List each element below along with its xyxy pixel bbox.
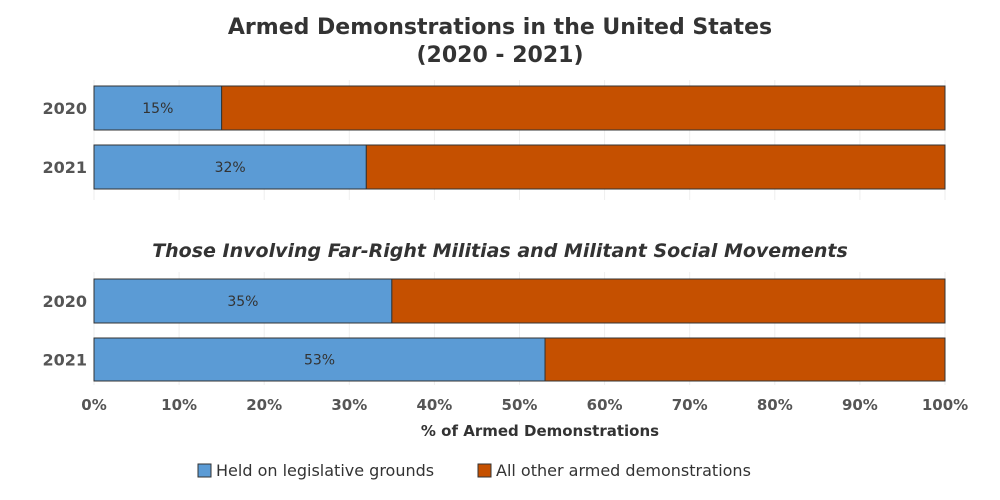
x-tick-label: 50% <box>502 396 538 414</box>
chart-title-line-2: (2020 - 2021) <box>416 43 583 68</box>
data-label: 15% <box>142 101 173 117</box>
x-tick-label: 60% <box>587 396 623 414</box>
bar-other-2020 <box>221 85 946 131</box>
x-axis-ticks: 0% 10% 20% 30% 40% 50% 60% 70% 80% 90% 100% <box>81 396 968 414</box>
bar-legislative-2020 <box>93 278 393 324</box>
x-tick-label: 30% <box>331 396 367 414</box>
category-label: 2020 <box>42 99 87 118</box>
x-tick-label: 20% <box>246 396 282 414</box>
data-label: 35% <box>227 294 258 310</box>
bar-legislative-2021 <box>93 144 367 190</box>
bar-other-2021 <box>544 337 946 382</box>
legend-swatch-legislative <box>197 463 212 478</box>
x-tick-label: 10% <box>161 396 197 414</box>
x-tick-label: 40% <box>416 396 452 414</box>
panel-2-subtitle: Those Involving Far-Right Militias and M… <box>152 240 848 262</box>
legend-swatch-other <box>477 463 492 478</box>
data-label: 53% <box>304 353 335 369</box>
legend-label-other: All other armed demonstrations <box>496 461 751 480</box>
x-axis-title: % of Armed Demonstrations <box>421 422 659 440</box>
x-tick-label: 70% <box>672 396 708 414</box>
bars <box>93 85 946 382</box>
x-tick-label: 80% <box>757 396 793 414</box>
category-label: 2020 <box>42 292 87 311</box>
x-tick-label: 0% <box>81 396 106 414</box>
bar-other-2020 <box>391 278 946 324</box>
chart-title-line-1: Armed Demonstrations in the United State… <box>228 15 772 40</box>
x-tick-label: 90% <box>842 396 878 414</box>
category-labels: 2020 2021 2020 2021 <box>42 99 87 370</box>
legend: Held on legislative grounds All other ar… <box>197 461 751 480</box>
category-label: 2021 <box>42 351 87 370</box>
legend-label-legislative: Held on legislative grounds <box>216 461 434 480</box>
category-label: 2021 <box>42 158 87 177</box>
data-label: 32% <box>215 160 246 176</box>
x-tick-label: 100% <box>922 396 968 414</box>
bar-other-2021 <box>365 144 946 190</box>
bar-legislative-2021 <box>93 337 546 382</box>
bar-labels: 15% 32% 35% 53% <box>142 101 335 369</box>
bar-legislative-2020 <box>93 85 223 131</box>
